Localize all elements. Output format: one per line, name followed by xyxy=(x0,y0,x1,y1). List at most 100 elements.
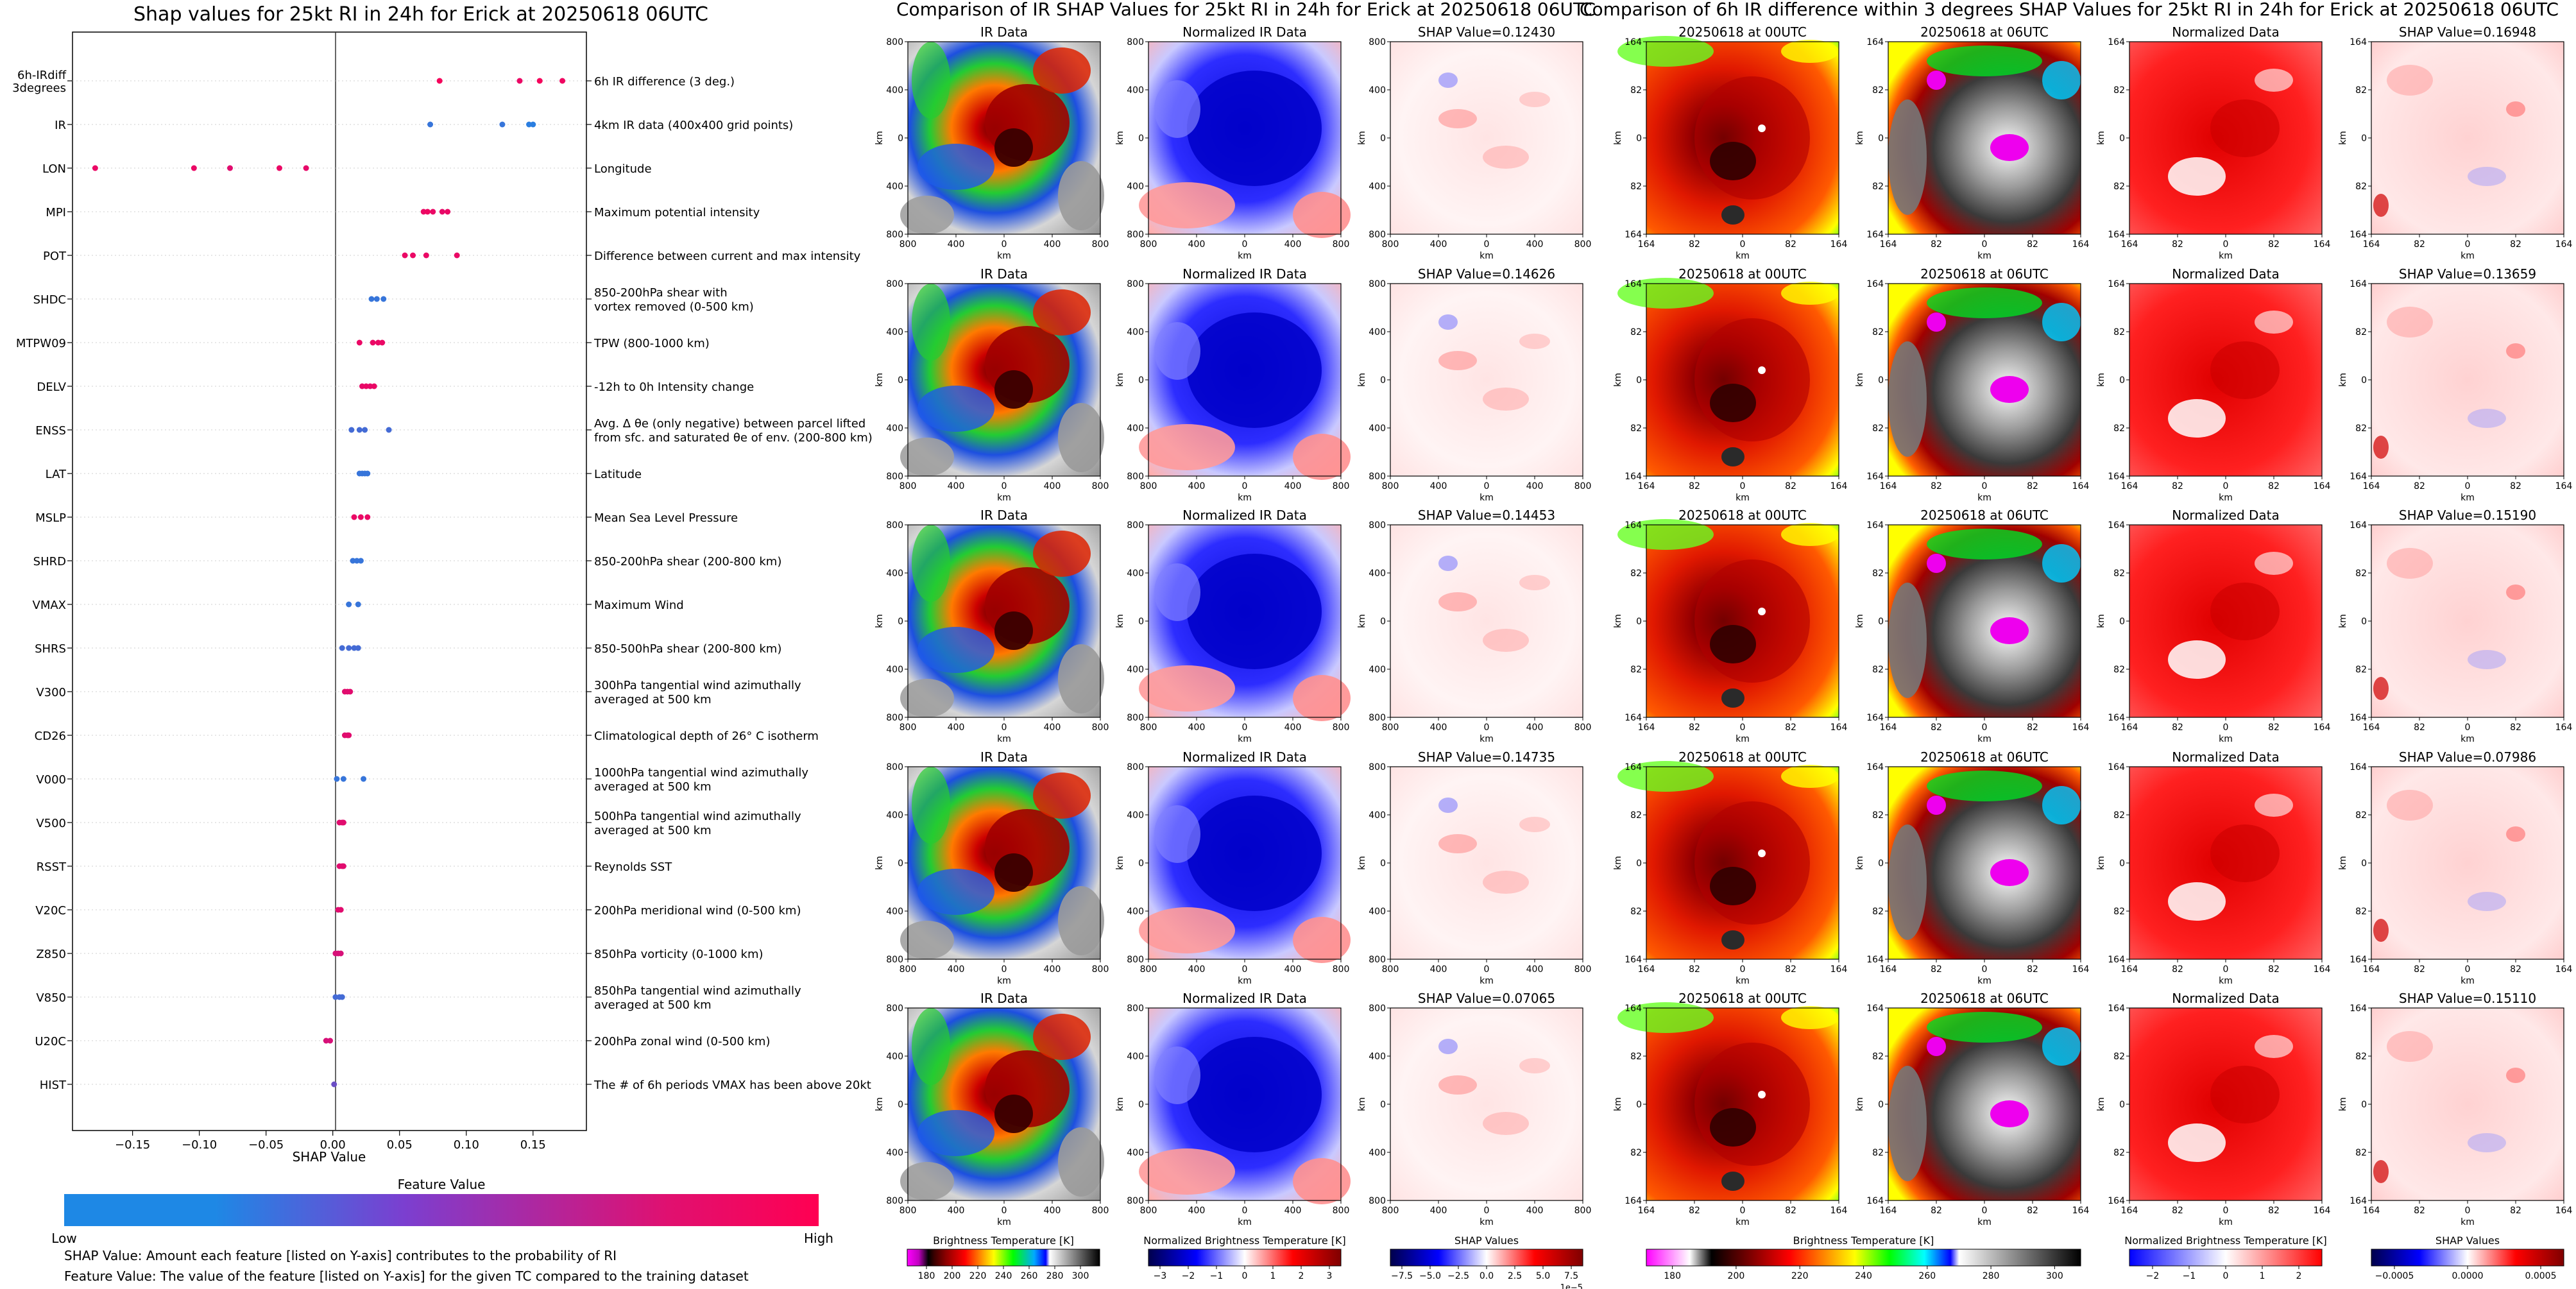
feature-description-label: Latitude xyxy=(594,468,642,481)
x-tick-label: 164 xyxy=(2121,481,2138,491)
feature-description-label: 500hPa tangential wind azimuthally xyxy=(594,810,801,823)
y-tick-label: 400 xyxy=(1127,327,1144,337)
image-feature xyxy=(1154,563,1200,621)
colorbar-tick-label: 0.0000 xyxy=(2452,1271,2484,1281)
x-tick-label: 164 xyxy=(2555,239,2573,250)
y-tick-label: 82 xyxy=(2113,1052,2125,1062)
shap-point xyxy=(357,514,364,520)
ir-shap-panel: SHAP Value=0.144538008004004000040040080… xyxy=(1357,508,1591,744)
x-tick-label: 800 xyxy=(1382,722,1399,733)
shap-summary-panel: Shap values for 25kt RI in 24h for Erick… xyxy=(12,3,873,1246)
colorbar-tick-label: 260 xyxy=(1918,1271,1936,1281)
y-tick-label: 800 xyxy=(1127,1003,1144,1014)
y-tick-label: 0 xyxy=(898,1100,903,1110)
shap-point xyxy=(337,907,344,913)
y-tick-label: 800 xyxy=(1369,1196,1386,1206)
y-axis-label: km xyxy=(1115,1097,1125,1111)
image-feature xyxy=(1888,341,1927,457)
x-tick-label: 82 xyxy=(1931,481,1942,491)
y-tick-label: 82 xyxy=(2113,568,2125,579)
x-tick-label: 0 xyxy=(1982,964,1988,975)
y-tick-label: 800 xyxy=(1369,1003,1386,1014)
feature-description-label: 850-200hPa shear with xyxy=(594,286,728,300)
y-tick-label: 0 xyxy=(1138,1100,1144,1110)
feature-name-label: LAT xyxy=(46,468,67,481)
panel-title: IR Data xyxy=(980,749,1028,765)
image-feature xyxy=(1058,161,1104,230)
y-tick-label: 800 xyxy=(886,520,903,531)
y-tick-label: 800 xyxy=(886,37,903,47)
image-feature xyxy=(1438,556,1458,571)
y-tick-label: 400 xyxy=(1369,1148,1386,1158)
x-axis-label: km xyxy=(1736,493,1750,503)
shap-point xyxy=(427,121,434,128)
y-tick-label: 0 xyxy=(1878,133,1884,144)
x-tick-label: 400 xyxy=(1430,239,1447,250)
x-tick-label: 0 xyxy=(1982,722,1988,733)
y-axis-label: km xyxy=(874,131,885,145)
x-tick-label: 0.00 xyxy=(320,1138,346,1152)
y-tick-label: 164 xyxy=(2108,230,2125,240)
image-feature xyxy=(1781,523,1839,546)
y-tick-label: 0 xyxy=(2119,375,2125,386)
y-tick-label: 164 xyxy=(1866,279,1884,289)
x-tick-label: 0 xyxy=(1002,722,1007,733)
y-tick-label: 164 xyxy=(1625,1003,1642,1014)
y-tick-label: 82 xyxy=(2113,85,2125,96)
shap-point xyxy=(516,78,523,84)
panel-title: Normalized IR Data xyxy=(1182,749,1307,765)
x-axis-label: km xyxy=(1480,734,1494,744)
y-tick-label: 164 xyxy=(1625,472,1642,482)
x-tick-label: 0 xyxy=(1242,964,1248,975)
y-tick-label: 800 xyxy=(1127,472,1144,482)
image-feature xyxy=(1694,318,1810,441)
y-tick-label: 0 xyxy=(2119,858,2125,869)
y-tick-label: 0 xyxy=(1380,133,1386,144)
image-feature xyxy=(1694,559,1810,683)
x-axis-label: km xyxy=(2219,251,2233,261)
colorbar-tick-label: −1 xyxy=(1210,1271,1224,1281)
x-tick-label: 164 xyxy=(2072,722,2090,733)
x-tick-label: 800 xyxy=(1333,481,1350,491)
feature-description-label: 850hPa vorticity (0-1000 km) xyxy=(594,948,763,961)
feature-row: MTPW09 TPW (800-1000 km) xyxy=(16,337,710,350)
image-feature xyxy=(912,1008,950,1085)
x-tick-label: 400 xyxy=(1044,1206,1061,1216)
panel-title: SHAP Value=0.16948 xyxy=(2399,24,2536,40)
colorbar-tick-label: 200 xyxy=(944,1271,961,1281)
image-feature xyxy=(1033,289,1091,336)
image-feature xyxy=(994,611,1033,650)
image-feature xyxy=(1058,886,1104,955)
image-feature xyxy=(1438,1075,1477,1095)
right-colorbar: SHAP Values −0.0005 0.0000 0.0005 xyxy=(2371,1234,2564,1281)
colorbar-title: Brightness Temperature [K] xyxy=(933,1234,1074,1247)
x-axis-label: km xyxy=(1736,976,1750,986)
y-tick-label: 164 xyxy=(2108,955,2125,965)
irdiff-normalized-panel: Normalized Data1641648282008282164164kmk… xyxy=(2096,749,2330,986)
x-tick-label: 82 xyxy=(2414,722,2425,733)
colorbar-title: Normalized Brightness Temperature [K] xyxy=(1143,1234,1346,1247)
x-tick-label: 800 xyxy=(1382,481,1399,491)
image-feature xyxy=(1187,796,1322,911)
irdiff-00utc-panel: 20250618 at 00UTC1641648282008282164164k… xyxy=(1613,508,1847,744)
y-tick-label: 164 xyxy=(1866,1196,1884,1206)
y-tick-label: 164 xyxy=(2350,1196,2367,1206)
y-tick-label: 82 xyxy=(2355,85,2367,96)
normalized-ir-panel: Normalized IR Data8008004004000040040080… xyxy=(1115,991,1351,1227)
x-tick-label: 0 xyxy=(1740,722,1746,733)
shap-point xyxy=(355,645,361,651)
x-tick-label: 800 xyxy=(1140,964,1157,975)
x-tick-label: 82 xyxy=(1785,964,1796,975)
x-tick-label: 164 xyxy=(2555,722,2573,733)
x-tick-label: 0 xyxy=(2465,239,2471,250)
image-feature xyxy=(1293,434,1351,480)
colorbar-tick-label: −3 xyxy=(1154,1271,1167,1281)
x-tick-label: 800 xyxy=(1140,722,1157,733)
feature-row: LON Longitude xyxy=(42,162,652,176)
ir-shap-panel: SHAP Value=0.124308008004004000040040080… xyxy=(1357,24,1591,261)
y-axis-label: km xyxy=(2096,373,2106,387)
image-feature xyxy=(2255,1035,2293,1058)
